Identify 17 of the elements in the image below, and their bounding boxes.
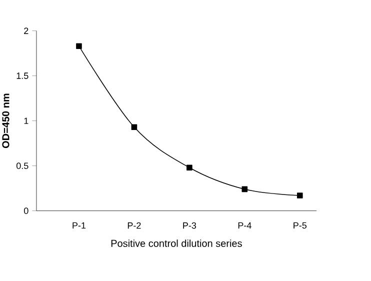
x-axis-title: Positive control dilution series [111,240,242,247]
y-tick-label: 1 [24,118,28,124]
y-axis-title: OD=450 nm [2,94,10,148]
x-tick-label: P-4 [238,222,252,229]
x-tick-label: P-5 [294,222,307,229]
point [131,124,138,130]
point [296,192,303,198]
point [186,164,192,170]
point [76,43,82,49]
y-tick-label: 2 [24,28,28,34]
y-tick-label: 1.5 [16,72,28,79]
x-tick-label: P-1 [72,222,86,229]
y-tick-label: 0 [24,208,28,214]
x-tick-label: P-2 [128,222,141,229]
y-tick-label: 0.5 [16,162,28,169]
x-tick-label: P-3 [183,222,196,229]
point [242,186,248,192]
